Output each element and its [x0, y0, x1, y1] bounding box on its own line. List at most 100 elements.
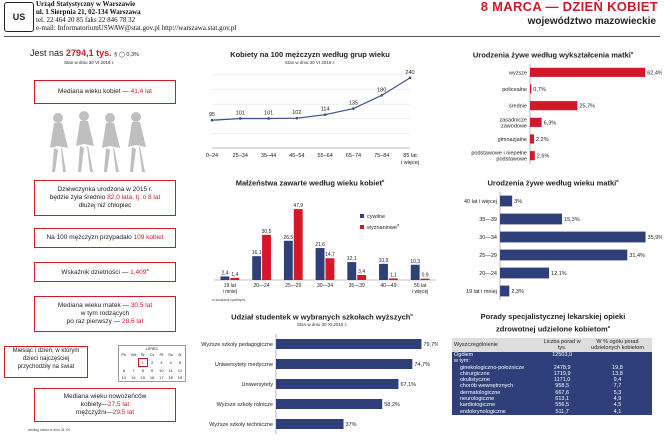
table-title-line-1: Porady specjalistycznej lekarskiej opiek… — [480, 312, 626, 321]
chart2-bar-wyznaniowe — [230, 277, 240, 280]
table-row: okulistyczne 1171,0 9,4 — [452, 377, 652, 384]
table-cell-count: 12503,0 — [552, 352, 573, 358]
chart1-point — [210, 118, 214, 122]
calendar-weekday: Pt — [159, 352, 164, 358]
calendar-weekday: So — [168, 352, 174, 358]
chart5-bar — [500, 267, 550, 279]
chart-data-label: 15,3% — [564, 217, 580, 223]
calendar-day: 19 — [177, 375, 183, 380]
chart2-data-label: 10,3 — [410, 259, 420, 265]
chart-data-label: 58,2% — [384, 402, 400, 408]
chart1-data-label: 135 — [349, 101, 358, 107]
table-cell-count: 2478,9 — [553, 364, 571, 371]
population-value: 2794,1 tys. — [66, 48, 112, 58]
table-row: kardiologiczne 556,5 4,5 — [452, 402, 652, 409]
chart1-tick-label: 85 lat — [403, 153, 417, 159]
chart-category-label: 30—34 — [479, 235, 497, 241]
table-title: Porady specjalistycznej lekarskiej opiek… — [446, 312, 660, 335]
chart4-title-text: Urodzenia żywe według wykształcenia matk… — [472, 50, 631, 60]
calendar-day: 13 — [121, 375, 127, 380]
table-cell-percent: 5,3 — [613, 389, 622, 396]
chart-data-label: 25,7% — [579, 104, 595, 110]
legend-label-cywilne: cywilne — [367, 214, 386, 220]
calendar-day: 9 — [150, 367, 154, 373]
chart2-title-text: Małżeństwa zawarte według wieku kobiet — [235, 178, 383, 188]
calendar-day: 2 — [151, 360, 154, 365]
table-row: dermatologiczne 667,6 5,3 — [452, 389, 652, 397]
table-cell-count: 556,5 — [555, 402, 570, 409]
chart5-bar — [500, 231, 646, 243]
chart3-title-text: Udział studentek w wybranych szkołach wy… — [231, 312, 411, 322]
girl-line-2a: będzie żyła średnio — [49, 194, 108, 201]
fertility-label: Wskaźnik dzietności — — [61, 269, 131, 277]
table-row: Ogółem 12503,0 — [452, 352, 652, 359]
footnote: według stanu w dniu 31 XII — [28, 428, 70, 432]
chart2-data-label: 2,4 — [221, 270, 228, 276]
chart2-data-label: 30,5 — [262, 229, 272, 235]
table-cell-name: chorób wewnętrznych — [460, 383, 514, 390]
org-address: ul. 1 Sierpnia 21, 02-134 Warszawa — [36, 8, 141, 16]
calendar-day: 14 — [131, 375, 136, 380]
chart1-data-label: 180 — [377, 87, 386, 93]
legend-label-wyznaniowe: wyznaniowe — [367, 224, 397, 231]
chart1-data-label: 95 — [209, 112, 215, 118]
chart-category-label: Uniwersytety medyczne — [215, 362, 273, 368]
chart-data-label: 62,4% — [647, 70, 662, 76]
chart2-bar-cywilne — [283, 240, 293, 280]
mother-age-box: Mediana wieku matek — 30,5 lat w tym rod… — [34, 296, 176, 332]
org-email[interactable]: e-mail: InformatoriumUSWAW@stat.gov.pl h… — [36, 24, 237, 32]
chart-category-label: 20—24 — [479, 271, 497, 277]
header-address-block: Urząd Statystyczny w Warszawie ul. 1 Sie… — [36, 0, 236, 32]
calendar-weekday: Pn — [121, 352, 127, 358]
chart2-data-label: 10,9 — [379, 258, 389, 264]
table-cell-name: neurologiczne — [460, 396, 495, 403]
chart1-tick-label: 75–84 — [374, 153, 389, 159]
table-row: ginekologiczno-położnicze 2478,9 19,8 — [452, 364, 652, 371]
girl-life-expectancy-box: Dziewczynka urodzona w 2015 r. będzie ży… — [34, 180, 176, 216]
chart3-bar — [276, 399, 383, 409]
table-cell-count: 667,6 — [555, 389, 570, 396]
table-cell-percent: 4,5 — [613, 402, 622, 409]
chart3-bar — [276, 379, 399, 389]
chart1-subtitle: Stan w dniu 30 VI 2016 r. — [284, 60, 336, 65]
chart-category-label: 25—29 — [479, 253, 497, 259]
table-cell-count: 1171,0 — [553, 377, 571, 384]
chart2-bar-cywilne — [410, 264, 420, 280]
mother-line-1b: 30,5 lat — [130, 302, 153, 309]
chart1-point — [267, 117, 270, 120]
chart-category-label: wyższe — [508, 70, 527, 76]
chart2-bar-cywilne — [347, 262, 357, 280]
advice-table: Wyszczególnienie Liczba porad w tys. W %… — [452, 338, 652, 415]
chart2-data-label: 21,6 — [315, 242, 325, 248]
chart-data-label: 3% — [514, 199, 522, 205]
calendar-day — [129, 359, 139, 367]
chart2-bar-cywilne — [315, 248, 325, 280]
chart2-tick-label: 20—24 — [254, 283, 270, 289]
chart1-tick-label: 55–64 — [317, 153, 332, 159]
table-row: chirurgiczne 1719,9 13,8 — [452, 370, 652, 378]
chart-category-label: podstawowe — [496, 157, 527, 163]
chart2-legend: cywilne wyznaniowea — [360, 213, 399, 232]
chart2-bar-cywilne — [220, 276, 230, 280]
fertility-value: 1,409 — [130, 269, 147, 277]
chart-category-label: Uniwersytety — [242, 382, 274, 388]
table-row: chorób wewnętrznych 958,5 7,7 — [452, 383, 652, 390]
chart-category-label: Wyższe szkoły pedagogiczne — [201, 342, 273, 348]
chart4-title: Urodzenia żywe według wykształcenia matk… — [472, 50, 634, 60]
chart1-tick-label: 25–34 — [233, 153, 248, 159]
chart1-data-label: 102 — [292, 110, 301, 116]
chart-data-label: 2,3% — [511, 289, 524, 295]
newlyweds-women-label: kobiety— — [80, 401, 108, 408]
chart4-bar — [530, 101, 578, 111]
calendar-day: 10 — [159, 367, 164, 373]
chart5-title-text: Urodzenia żywe według wieku matki — [487, 178, 617, 188]
calendar-day: 16 — [149, 375, 155, 380]
table-header-name: Wyszczególnienie — [452, 338, 542, 352]
chart4-bar — [530, 67, 646, 77]
chart2-tick-label: 35—39 — [349, 283, 365, 289]
table-cell-name: ginekologiczno-położnicze — [460, 364, 525, 371]
chart2-bar-wyznaniowe — [325, 258, 335, 280]
chart1-point — [408, 76, 412, 80]
chart3-bar-chart: 79,7% Wyższe szkoły pedagogiczne 74,7% Uniw… — [201, 334, 438, 434]
